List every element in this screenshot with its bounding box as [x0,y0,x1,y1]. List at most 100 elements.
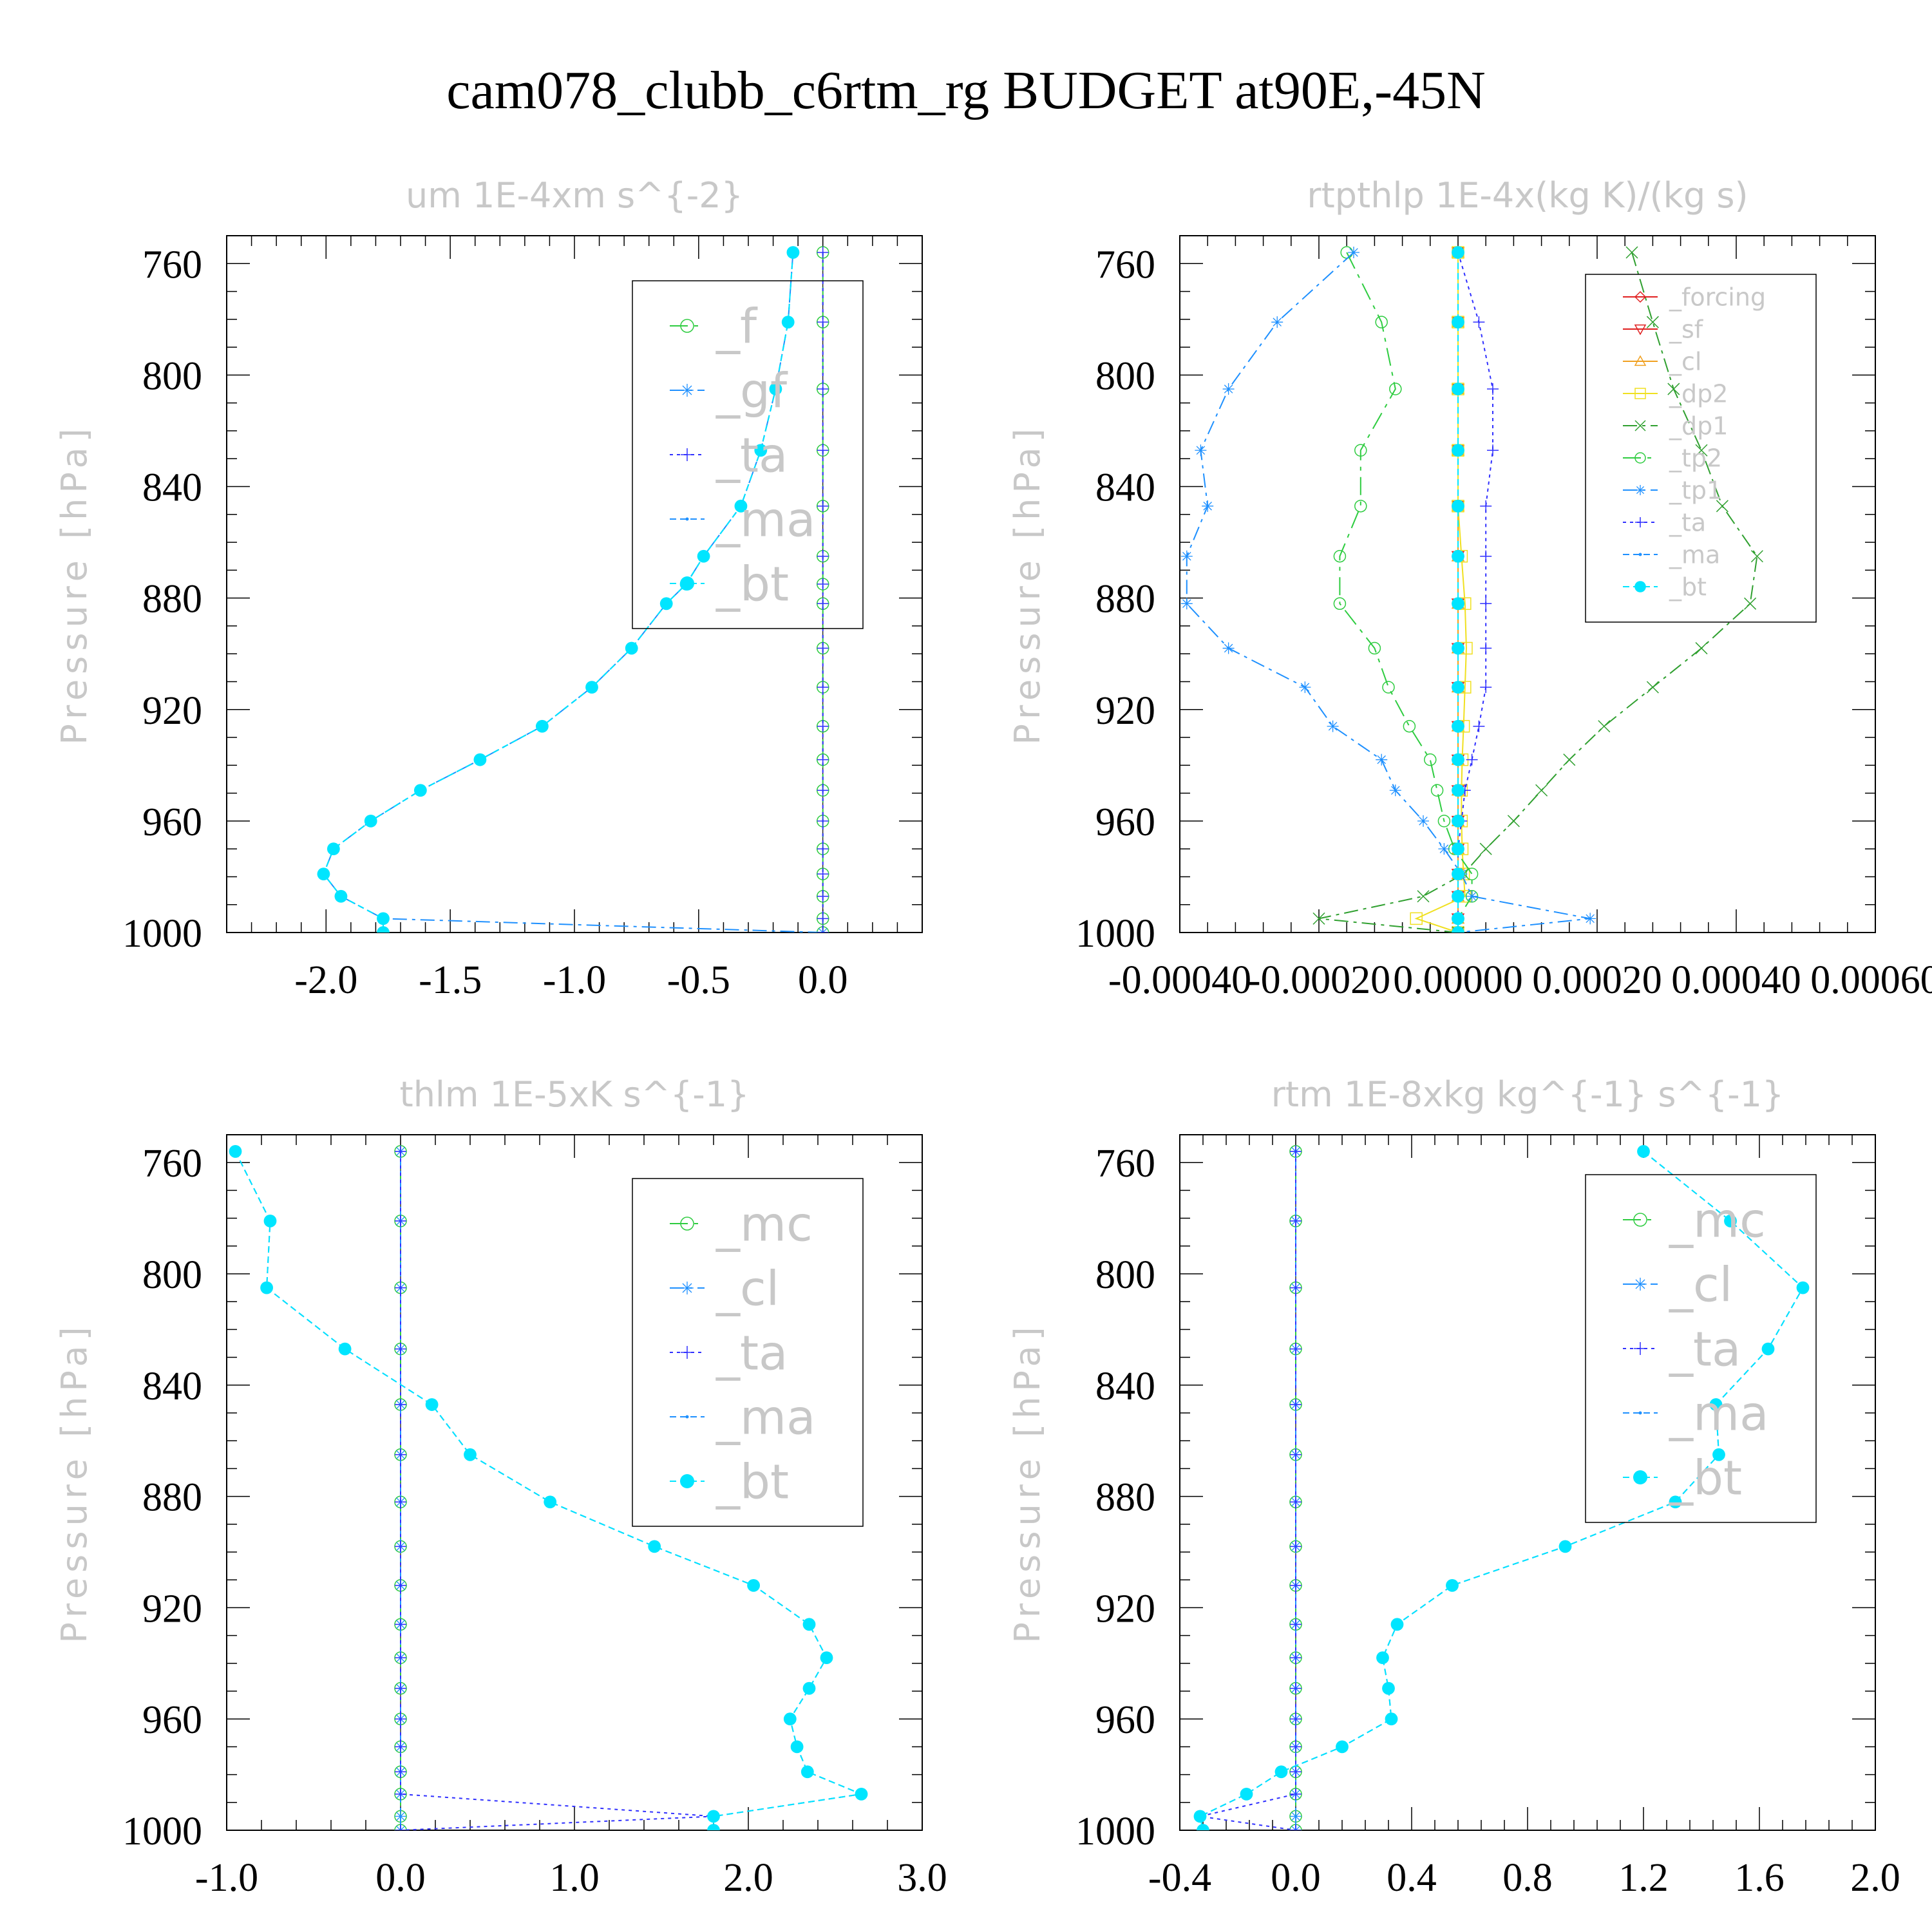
data-point [1180,550,1193,562]
data-point [1290,1215,1302,1227]
legend-label: _forcing [1669,283,1766,312]
data-point [1446,1578,1459,1592]
series-ta [1194,1145,1302,1830]
data-point [1290,1741,1302,1753]
data-point [395,1540,406,1553]
data-point [817,784,829,797]
data-point [395,1741,406,1753]
x-tick-label: 1.6 [1734,1856,1785,1900]
data-point [1290,1810,1302,1823]
data-point [1452,719,1464,733]
data-point [1290,1540,1302,1553]
legend-marker [1634,581,1646,592]
data-point [395,1215,406,1227]
data-point [1452,681,1464,694]
data-point [395,1448,406,1461]
data-point [1312,912,1325,925]
data-point [1507,815,1520,828]
legend-label: _mc [1669,1193,1766,1249]
data-point [1452,784,1464,797]
data-point [734,499,748,513]
data-point [817,316,829,328]
data-point [1197,1824,1209,1830]
legend-marker [681,448,694,461]
legend-label: _ta [715,1326,788,1381]
data-point [1333,549,1347,563]
data-point [1417,890,1430,903]
y-axis-label: Pressure [hPa] [54,423,95,744]
data-point [817,927,829,933]
plot-area [1193,1135,1810,1830]
data-point [327,842,340,856]
data-point [395,1652,406,1664]
data-point [1452,753,1464,766]
data-point [1222,642,1235,654]
data-point [1473,720,1485,732]
data-point [817,815,829,827]
y-axis-label: Pressure [hPa] [1007,423,1048,744]
data-point [1290,1682,1302,1694]
legend-label: _tp2 [1669,444,1722,473]
data-point [1299,681,1311,694]
data-point [786,246,800,259]
data-point [1452,597,1464,611]
data-point [1290,1343,1302,1355]
legend-marker [680,1474,694,1488]
data-point [1796,1281,1810,1294]
data-point [395,1788,406,1800]
legend-label: _dp1 [1669,412,1728,440]
data-point [1240,1787,1253,1801]
data-point [395,1824,406,1830]
x-tick-label: -1.0 [543,958,606,1002]
x-tick-label: -0.00040 [1108,958,1251,1002]
legend-marker [1634,388,1646,399]
data-point [1333,597,1347,611]
data-point [1452,549,1464,563]
y-tick-label: 1000 [122,912,202,956]
plot-area [317,236,829,933]
data-point [1290,1399,1302,1411]
y-tick-label: 920 [142,689,202,733]
y-tick-label: 760 [1095,1142,1155,1186]
data-point [625,641,638,655]
legend-marker [685,517,689,521]
data-point [1437,815,1451,828]
legend-label: _bt [1669,1451,1742,1506]
y-tick-label: 960 [1095,1698,1155,1742]
data-point [817,246,829,258]
y-tick-label: 920 [1095,689,1155,733]
series-ta [817,246,829,933]
data-point [1479,842,1492,855]
data-point [1180,598,1193,610]
data-point [377,926,390,933]
data-point [1290,1145,1302,1157]
data-point [1376,753,1388,766]
legend-marker [681,1282,694,1294]
legend-marker [681,384,694,397]
data-point [338,1342,352,1356]
data-point [1466,890,1478,902]
y-tick-label: 760 [1095,243,1155,287]
data-point [1480,642,1492,654]
plot-frame [1179,235,1876,933]
legend-label: _bt [1669,573,1707,601]
data-point [317,867,330,881]
figure-title: cam078_clubb_c6rtm_rg BUDGET at90E,-45N [446,61,1486,120]
y-tick-label: 880 [142,1476,202,1520]
data-point [1327,720,1339,732]
x-tick-label: -0.4 [1148,1856,1211,1900]
plot-area [1180,236,1763,933]
y-tick-label: 960 [1095,800,1155,844]
x-tick-label: -2.0 [294,958,357,1002]
data-point [648,1540,661,1553]
y-tick-label: 880 [1095,1476,1155,1520]
legend-marker [1635,517,1645,527]
data-point [1480,550,1492,562]
x-tick-label: 1.2 [1618,1856,1669,1900]
data-point [1716,500,1728,513]
data-point [473,753,487,766]
y-tick-label: 800 [142,354,202,398]
data-point [260,1281,273,1294]
data-point [1473,316,1485,328]
series-tp1 [1180,246,1596,933]
